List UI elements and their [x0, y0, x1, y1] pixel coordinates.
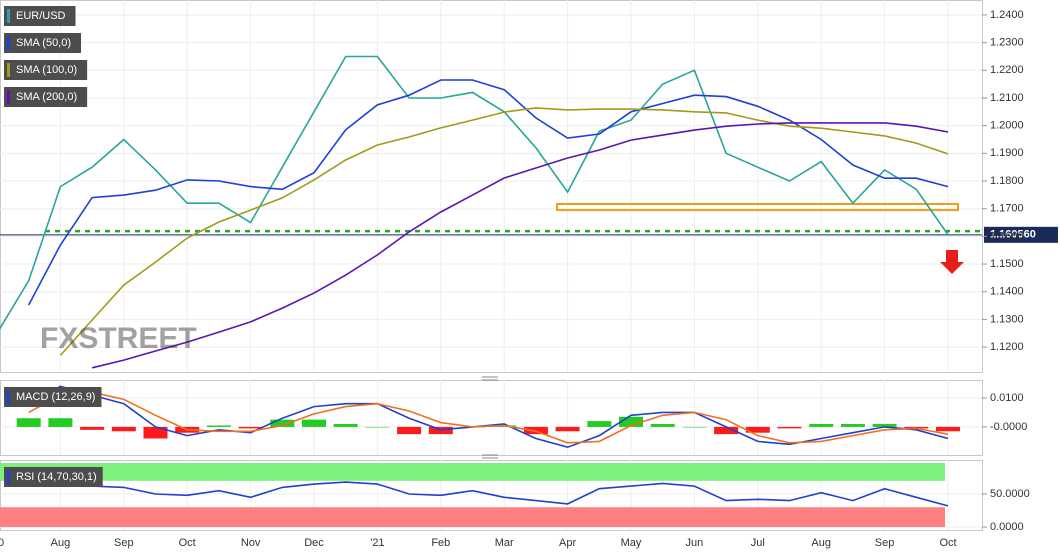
x-tick-label: Dec	[304, 537, 324, 549]
indicator-label: MACD (12,26,9)	[16, 391, 95, 403]
histogram-bar	[682, 426, 707, 428]
histogram-bar	[111, 426, 136, 432]
histogram-bar	[206, 425, 231, 427]
x-tick-label: '21	[370, 537, 384, 549]
last-price-label: 1.160560	[990, 229, 1036, 241]
legend-box	[4, 87, 88, 107]
histogram-bar	[302, 419, 326, 427]
last-price-box	[984, 226, 1058, 243]
y-tick-label: 1.1300	[990, 313, 1024, 325]
histogram-bar	[270, 419, 295, 427]
line	[0, 55, 949, 330]
indicator-swatch	[7, 390, 10, 404]
x-tick-label: Jul	[751, 537, 765, 549]
histogram-bar	[936, 426, 960, 432]
y-tick-label: 1.1400	[990, 286, 1024, 298]
histogram-bar	[333, 424, 358, 427]
support-zone	[556, 202, 959, 212]
histogram-bar	[872, 424, 897, 427]
y-tick-label: 1.1700	[990, 203, 1024, 215]
pane-handle[interactable]	[482, 376, 498, 381]
histogram-bar	[143, 426, 168, 439]
legend-swatch	[7, 36, 10, 50]
y-tick-label: 0.0000	[990, 521, 1024, 533]
x-tick-label: Feb	[431, 537, 450, 549]
x-tick-label: Sep	[114, 537, 134, 549]
x-tick-label: Aug	[811, 537, 831, 549]
x-tick-label: Aug	[51, 537, 71, 549]
x-tick-label: '20	[0, 537, 4, 549]
line	[59, 107, 949, 356]
legend-box	[4, 33, 82, 53]
legend-label: SMA (50,0)	[16, 37, 71, 49]
y-tick-label: 1.1800	[990, 175, 1024, 187]
y-tick-label: 1.1600	[990, 230, 1024, 242]
legend-swatch	[7, 90, 10, 104]
y-tick-label: -0.0000	[990, 421, 1027, 433]
x-tick-label: Oct	[179, 537, 196, 549]
y-tick-label: 1.2100	[990, 92, 1024, 104]
line	[28, 478, 949, 507]
x-tick-label: Nov	[241, 537, 261, 549]
y-tick-label: 0.0100	[990, 392, 1024, 404]
line	[28, 391, 949, 444]
x-tick-label: Jun	[686, 537, 704, 549]
y-tick-label: 1.1500	[990, 258, 1024, 270]
line	[91, 122, 949, 369]
indicator-label-box	[4, 387, 102, 407]
histogram-bar	[777, 426, 802, 429]
histogram-bar	[238, 426, 263, 429]
rsi-pane	[0, 460, 983, 531]
indicator-label: RSI (14,70,30,1)	[16, 471, 97, 483]
legend-swatch	[7, 63, 10, 77]
legend-label: EUR/USD	[16, 10, 66, 22]
indicator-swatch	[7, 470, 10, 484]
histogram-bar	[745, 426, 770, 433]
histogram-bar	[397, 426, 422, 435]
legend-label: SMA (200,0)	[16, 91, 77, 103]
histogram-bar	[48, 418, 73, 427]
x-tick-label: May	[621, 537, 642, 549]
histogram-bar	[809, 424, 834, 427]
histogram-bar	[714, 426, 739, 435]
histogram-bar	[587, 421, 612, 427]
main-pane	[0, 0, 983, 373]
indicator-label-box	[4, 467, 103, 487]
histogram-bar	[555, 426, 580, 432]
legend-label: SMA (100,0)	[16, 64, 77, 76]
y-tick-label: 1.2300	[990, 37, 1024, 49]
histogram-bar	[650, 424, 675, 427]
y-tick-label: 1.2200	[990, 64, 1024, 76]
oversold-band	[0, 507, 945, 528]
histogram-bar	[365, 426, 390, 428]
histogram-bar	[840, 424, 865, 427]
y-tick-label: 50.0000	[990, 488, 1030, 500]
x-tick-label: Sep	[875, 537, 895, 549]
histogram-bar	[619, 416, 643, 427]
legend-box	[4, 6, 76, 26]
legend-swatch	[7, 9, 10, 23]
legend-box	[4, 60, 88, 80]
x-tick-label: Apr	[559, 537, 576, 549]
y-tick-label: 1.1200	[990, 341, 1024, 353]
y-tick-label: 1.2000	[990, 120, 1024, 132]
x-tick-label: Oct	[939, 537, 956, 549]
y-tick-label: 1.2400	[990, 9, 1024, 21]
histogram-bar	[80, 426, 105, 430]
watermark: FXSTREET	[40, 322, 197, 355]
overbought-band	[0, 463, 945, 481]
down-arrow	[940, 250, 964, 274]
x-tick-label: Mar	[495, 537, 514, 549]
y-tick-label: 1.1900	[990, 147, 1024, 159]
pane-handle[interactable]	[482, 454, 498, 459]
histogram-bar	[16, 418, 41, 427]
